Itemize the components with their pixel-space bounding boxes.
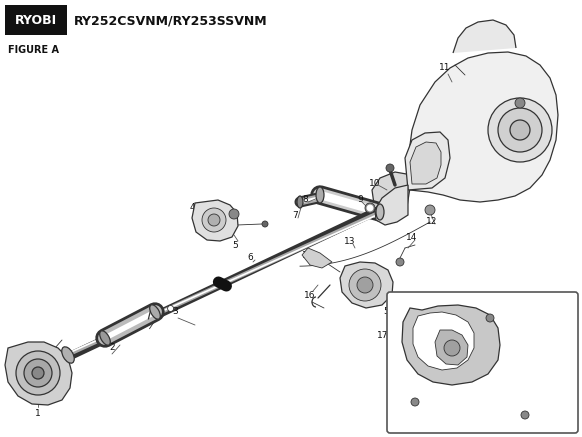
Polygon shape	[302, 248, 332, 268]
Text: 16: 16	[304, 291, 316, 299]
Circle shape	[365, 203, 375, 213]
Text: 7: 7	[292, 212, 298, 221]
Circle shape	[229, 209, 239, 219]
Circle shape	[521, 411, 529, 419]
Ellipse shape	[316, 187, 324, 203]
Text: 5: 5	[232, 240, 238, 250]
Circle shape	[349, 269, 381, 301]
Text: 12: 12	[426, 218, 438, 226]
Circle shape	[498, 108, 542, 152]
Text: FIGURE A: FIGURE A	[8, 45, 59, 55]
FancyBboxPatch shape	[387, 292, 578, 433]
Polygon shape	[410, 142, 441, 184]
Polygon shape	[5, 342, 72, 405]
Text: 18: 18	[402, 407, 414, 416]
Circle shape	[515, 98, 525, 108]
Circle shape	[386, 164, 394, 172]
Circle shape	[24, 359, 52, 387]
Polygon shape	[405, 132, 450, 190]
Polygon shape	[413, 312, 474, 370]
Text: 9: 9	[357, 195, 363, 205]
Text: 3: 3	[172, 308, 178, 316]
Text: 1: 1	[35, 409, 41, 417]
Ellipse shape	[100, 331, 111, 345]
Circle shape	[488, 98, 552, 162]
Text: 5: 5	[383, 308, 389, 316]
Circle shape	[425, 205, 435, 215]
Text: 17: 17	[377, 332, 389, 340]
Text: RYOBI: RYOBI	[15, 14, 57, 28]
Circle shape	[16, 351, 60, 395]
Circle shape	[208, 214, 220, 226]
Polygon shape	[453, 20, 516, 53]
Text: 8: 8	[302, 195, 308, 205]
Ellipse shape	[376, 204, 384, 220]
Polygon shape	[402, 305, 500, 385]
Circle shape	[510, 120, 530, 140]
Polygon shape	[375, 185, 408, 225]
Text: 4: 4	[189, 202, 195, 212]
Circle shape	[411, 398, 419, 406]
Text: 15: 15	[302, 250, 314, 260]
Ellipse shape	[297, 196, 303, 208]
Circle shape	[168, 305, 173, 312]
Text: RY252CSVNM/RY253SSVNM: RY252CSVNM/RY253SSVNM	[74, 14, 268, 28]
Text: 6: 6	[247, 253, 253, 263]
Circle shape	[396, 258, 404, 266]
Polygon shape	[372, 172, 412, 213]
Circle shape	[357, 277, 373, 293]
FancyBboxPatch shape	[5, 5, 67, 35]
Text: 11: 11	[439, 63, 450, 73]
Polygon shape	[340, 262, 393, 308]
Ellipse shape	[150, 305, 160, 319]
Circle shape	[486, 314, 494, 322]
Text: 13: 13	[344, 237, 356, 246]
Text: 14: 14	[406, 233, 418, 243]
Text: 10: 10	[369, 178, 381, 187]
Circle shape	[32, 367, 44, 379]
Polygon shape	[192, 200, 238, 241]
Circle shape	[262, 221, 268, 227]
Circle shape	[444, 340, 460, 356]
Polygon shape	[435, 330, 468, 365]
Text: 2: 2	[109, 343, 115, 353]
Polygon shape	[408, 52, 558, 202]
Circle shape	[367, 205, 373, 211]
Circle shape	[202, 208, 226, 232]
Text: 20: 20	[519, 420, 531, 430]
Ellipse shape	[62, 347, 74, 363]
Text: 19: 19	[489, 304, 501, 312]
